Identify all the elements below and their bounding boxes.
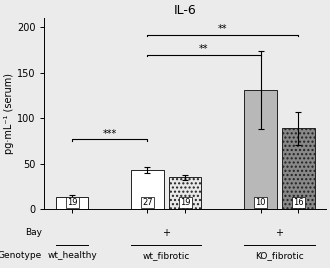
Text: +: + bbox=[162, 228, 170, 238]
Bar bbox=[282, 128, 314, 209]
Bar bbox=[131, 170, 164, 209]
Text: wt_healthy: wt_healthy bbox=[47, 251, 97, 260]
Y-axis label: pg·mL⁻¹ (serum): pg·mL⁻¹ (serum) bbox=[4, 73, 14, 154]
Text: **: ** bbox=[218, 24, 228, 34]
Text: 10: 10 bbox=[255, 198, 266, 207]
Text: Genotype: Genotype bbox=[0, 251, 42, 260]
Text: Bay: Bay bbox=[25, 228, 42, 237]
Text: ***: *** bbox=[103, 129, 117, 139]
Text: +: + bbox=[275, 228, 283, 238]
Bar bbox=[56, 197, 88, 209]
Bar bbox=[244, 90, 277, 209]
Text: KO_fibrotic: KO_fibrotic bbox=[255, 251, 304, 260]
Text: 27: 27 bbox=[142, 198, 153, 207]
Text: wt_fibrotic: wt_fibrotic bbox=[143, 251, 190, 260]
Text: 19: 19 bbox=[180, 198, 190, 207]
Text: 16: 16 bbox=[293, 198, 304, 207]
Bar bbox=[169, 177, 202, 209]
Title: IL-6: IL-6 bbox=[174, 4, 197, 17]
Text: **: ** bbox=[199, 44, 209, 54]
Text: 19: 19 bbox=[67, 198, 77, 207]
